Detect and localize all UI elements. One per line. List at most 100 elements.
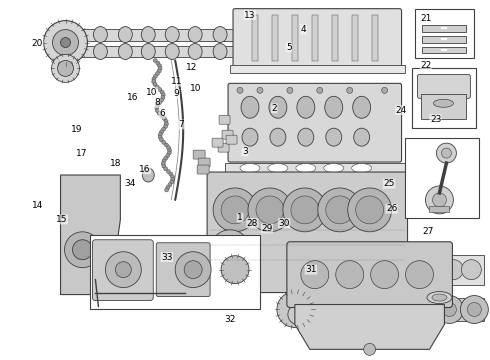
Ellipse shape	[213, 27, 227, 42]
Text: 4: 4	[301, 25, 306, 34]
Text: 21: 21	[420, 14, 432, 23]
Circle shape	[165, 143, 169, 147]
Circle shape	[256, 196, 284, 224]
Circle shape	[237, 87, 243, 93]
Bar	[385, 255, 484, 285]
Circle shape	[338, 302, 352, 316]
Circle shape	[156, 103, 160, 107]
Ellipse shape	[242, 128, 258, 146]
Bar	[429, 206, 449, 212]
Text: 7: 7	[179, 120, 184, 129]
Circle shape	[105, 252, 141, 288]
Bar	[80, 28, 270, 41]
FancyBboxPatch shape	[228, 84, 401, 162]
Bar	[405, 138, 479, 218]
Bar	[422, 24, 466, 32]
Bar	[352, 15, 358, 62]
Circle shape	[162, 127, 166, 131]
Text: 19: 19	[71, 125, 82, 134]
Circle shape	[162, 117, 166, 121]
Circle shape	[168, 148, 172, 152]
Circle shape	[184, 261, 202, 279]
Ellipse shape	[119, 44, 132, 59]
Text: 29: 29	[261, 224, 272, 233]
Circle shape	[301, 261, 329, 289]
Text: 27: 27	[422, 228, 434, 237]
Circle shape	[303, 307, 317, 321]
Circle shape	[288, 305, 308, 324]
Circle shape	[425, 186, 453, 214]
Text: 16: 16	[127, 93, 138, 102]
Text: 33: 33	[161, 253, 172, 262]
Text: 13: 13	[244, 10, 256, 19]
Circle shape	[467, 302, 481, 316]
Circle shape	[406, 261, 434, 289]
Circle shape	[153, 74, 157, 78]
Circle shape	[372, 302, 387, 316]
Circle shape	[153, 58, 157, 62]
Circle shape	[155, 72, 159, 76]
Text: 25: 25	[384, 179, 395, 188]
Bar	[230, 66, 405, 73]
Circle shape	[157, 101, 161, 105]
Circle shape	[433, 193, 446, 207]
Circle shape	[218, 238, 242, 262]
Ellipse shape	[94, 27, 107, 42]
Circle shape	[408, 260, 427, 280]
Circle shape	[162, 164, 166, 168]
Bar	[302, 307, 308, 311]
Circle shape	[336, 261, 364, 289]
Circle shape	[348, 188, 392, 232]
Circle shape	[436, 296, 464, 323]
Text: 16: 16	[139, 165, 150, 174]
Circle shape	[157, 69, 161, 73]
Bar	[312, 15, 318, 62]
Text: 8: 8	[154, 98, 160, 107]
Circle shape	[160, 130, 164, 134]
Text: 31: 31	[305, 265, 317, 274]
Ellipse shape	[296, 163, 316, 172]
Bar	[225, 163, 405, 173]
Circle shape	[73, 240, 93, 260]
FancyBboxPatch shape	[193, 150, 205, 159]
FancyBboxPatch shape	[198, 158, 210, 167]
FancyBboxPatch shape	[287, 242, 452, 307]
Ellipse shape	[94, 44, 107, 59]
Circle shape	[165, 122, 169, 126]
Circle shape	[170, 180, 174, 184]
Ellipse shape	[241, 96, 259, 118]
Circle shape	[155, 85, 159, 89]
Ellipse shape	[353, 96, 370, 118]
Text: 26: 26	[386, 204, 397, 213]
Ellipse shape	[188, 44, 202, 59]
Text: 30: 30	[278, 219, 290, 228]
Text: 34: 34	[124, 179, 136, 188]
Circle shape	[370, 261, 398, 289]
Ellipse shape	[427, 292, 452, 303]
Circle shape	[162, 140, 166, 144]
Circle shape	[162, 159, 166, 163]
Circle shape	[248, 188, 292, 232]
Circle shape	[159, 98, 164, 102]
Circle shape	[52, 30, 78, 55]
FancyBboxPatch shape	[207, 172, 408, 293]
Circle shape	[155, 106, 159, 110]
Text: 12: 12	[186, 63, 197, 72]
FancyBboxPatch shape	[156, 243, 210, 297]
Circle shape	[317, 87, 323, 93]
Bar	[371, 15, 378, 62]
Ellipse shape	[165, 44, 179, 59]
Ellipse shape	[324, 163, 343, 172]
FancyBboxPatch shape	[226, 135, 237, 144]
Circle shape	[51, 54, 79, 82]
FancyBboxPatch shape	[93, 240, 153, 301]
Ellipse shape	[141, 27, 155, 42]
Circle shape	[461, 296, 489, 323]
Text: 2: 2	[271, 104, 277, 113]
Ellipse shape	[142, 168, 154, 182]
Circle shape	[364, 343, 376, 355]
Circle shape	[318, 188, 362, 232]
Text: 24: 24	[396, 105, 407, 114]
Ellipse shape	[297, 96, 315, 118]
Circle shape	[168, 183, 172, 187]
